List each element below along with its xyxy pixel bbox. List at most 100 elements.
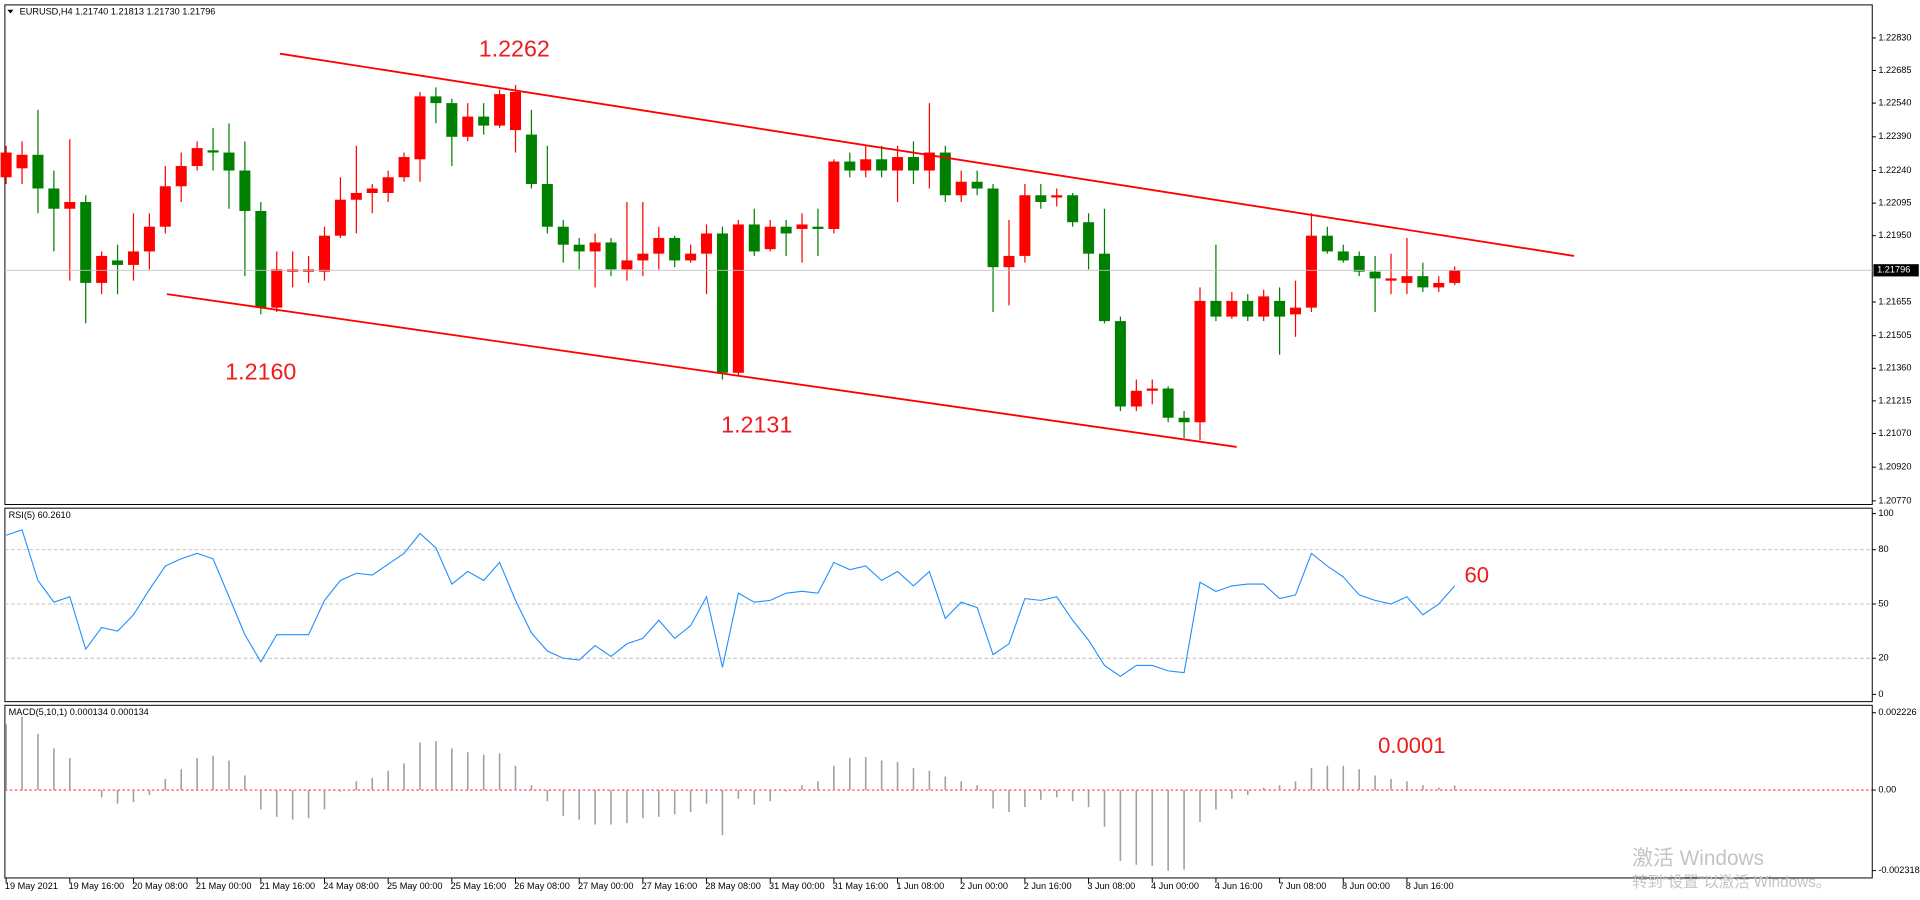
candle-body (191, 148, 203, 167)
candle (844, 152, 856, 178)
candle-body (716, 233, 728, 373)
candle (525, 109, 537, 189)
x-tick-label: 26 May 08:00 (514, 881, 570, 891)
candle (1337, 244, 1349, 263)
candle-body (812, 226, 824, 229)
candle (48, 170, 60, 252)
candle-body (1114, 321, 1126, 407)
x-tick-label: 31 May 16:00 (833, 881, 889, 891)
candle (812, 208, 824, 256)
macd-panel (4, 704, 1873, 879)
candle (876, 145, 888, 178)
x-tick-label: 1 Jun 08:00 (896, 881, 944, 891)
candle-body (1274, 300, 1286, 317)
candle (382, 170, 394, 202)
candle (1162, 386, 1174, 423)
candle-body (271, 269, 283, 308)
candle-body (1321, 235, 1333, 252)
candle-body (557, 226, 569, 245)
candle (350, 145, 362, 234)
candle (1353, 251, 1365, 277)
candle (860, 145, 872, 178)
candle (1290, 280, 1302, 337)
candle-body (366, 188, 378, 194)
candle-body (1098, 253, 1110, 322)
y-tick-label: 0 (1878, 689, 1883, 699)
candle (669, 235, 681, 268)
annotation: 0.0001 (1378, 733, 1445, 758)
candle-body (605, 242, 617, 270)
panel-title: MACD(5,10,1) 0.000134 0.000134 (9, 707, 149, 717)
candle (589, 233, 601, 288)
candle-body (1226, 300, 1238, 317)
candle-body (780, 226, 792, 234)
candle-body (907, 157, 919, 171)
candle-body (462, 116, 474, 137)
trendline (279, 52, 1575, 257)
candle (732, 219, 744, 376)
candle-body (1178, 417, 1190, 423)
annotation: 1.2131 (721, 411, 792, 437)
candle (828, 159, 840, 234)
x-tick-label: 4 Jun 00:00 (1151, 881, 1199, 891)
y-tick-label: 1.21215 (1878, 395, 1911, 405)
candle (541, 145, 553, 234)
candle (398, 152, 410, 182)
y-tick-label: 1.22095 (1878, 198, 1911, 208)
y-tick-label: 100 (1878, 508, 1893, 518)
candle (1226, 291, 1238, 319)
candle-body (1337, 251, 1349, 261)
candle-body (1051, 195, 1063, 198)
y-tick-label: 1.22390 (1878, 131, 1911, 141)
watermark-title: 激活 Windows (1632, 847, 1764, 870)
candle (1321, 226, 1333, 254)
candle (764, 219, 776, 252)
watermark-hint: 转到“设置”以激活 Windows。 (1632, 874, 1831, 891)
candle-body (382, 177, 394, 194)
candle-body (446, 103, 458, 137)
candle-body (1003, 255, 1015, 268)
candle (366, 184, 378, 214)
candle-body (64, 201, 76, 209)
candle (414, 91, 426, 182)
x-tick-label: 31 May 00:00 (769, 881, 825, 891)
candle (1114, 316, 1126, 411)
candle (1449, 266, 1461, 286)
current-price-label: 1.21796 (1877, 265, 1910, 275)
candle-body (589, 242, 601, 252)
candle (1274, 287, 1286, 355)
candle (1194, 287, 1206, 441)
candle (1210, 244, 1222, 322)
candle (32, 109, 44, 214)
candle-body (1067, 195, 1079, 223)
candle-body (764, 226, 776, 250)
candle-body (1258, 296, 1270, 317)
candle-body (414, 96, 426, 160)
candle (510, 85, 522, 153)
candle (318, 226, 330, 281)
candle (780, 219, 792, 256)
candle (748, 208, 760, 256)
candle-body (844, 161, 856, 171)
candle (1417, 262, 1429, 292)
candle (1385, 253, 1397, 295)
candle-body (1305, 235, 1317, 308)
candle (1369, 255, 1381, 313)
candle (796, 213, 808, 263)
candle (1019, 184, 1031, 263)
candle-body (828, 161, 840, 229)
symbol-menu-arrow[interactable] (7, 9, 14, 14)
candle-body (1162, 388, 1174, 418)
candle-body (16, 154, 28, 169)
rsi-panel (4, 507, 1873, 703)
candle (1178, 410, 1190, 438)
y-tick-label: 1.22240 (1878, 165, 1911, 175)
y-tick-label: 1.20770 (1878, 495, 1911, 505)
x-tick-label: 24 May 08:00 (323, 881, 379, 891)
candle (1433, 276, 1445, 292)
candle-body (430, 96, 442, 104)
candle-body (127, 251, 139, 265)
candle-body (955, 181, 967, 196)
candle-body (1194, 300, 1206, 423)
